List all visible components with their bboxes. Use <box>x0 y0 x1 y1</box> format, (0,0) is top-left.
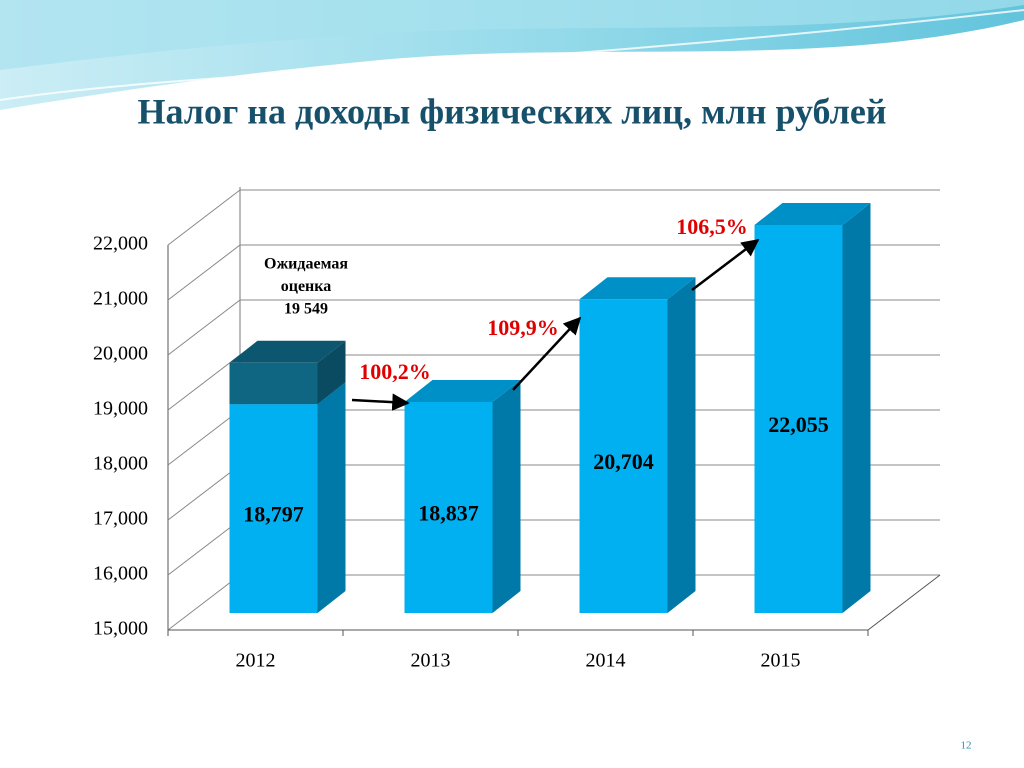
expected-segment-top <box>229 340 346 363</box>
value-label: 18,797 <box>243 502 304 527</box>
x-tick-label: 2015 <box>761 650 801 672</box>
expected-segment-front <box>229 362 318 405</box>
value-label: 22,055 <box>768 412 829 437</box>
bar-side <box>317 382 346 613</box>
bar <box>579 277 696 613</box>
x-tick-label: 2012 <box>236 650 276 672</box>
bar-top <box>754 202 871 225</box>
value-label: 18,837 <box>418 501 479 526</box>
bar-top <box>579 277 696 300</box>
growth-label: 109,9% <box>487 315 559 340</box>
bar <box>754 202 871 613</box>
growth-arrow <box>351 393 410 411</box>
x-tick-label: 2014 <box>586 650 626 672</box>
bar-top <box>404 379 521 402</box>
grid-line <box>167 189 940 246</box>
expected-segment <box>229 340 346 405</box>
bar-side <box>667 277 696 613</box>
bar-front <box>404 401 493 613</box>
expected-segment-side <box>317 340 346 405</box>
back-wall <box>168 190 240 630</box>
page-number: 12 <box>961 740 972 752</box>
y-tick-label: 22,000 <box>93 233 148 255</box>
growth-arrow <box>691 238 760 291</box>
y-tick-label: 18,000 <box>93 453 148 475</box>
bar-front <box>579 299 668 613</box>
growth-label: 100,2% <box>359 359 431 384</box>
value-label: 20,704 <box>593 449 654 474</box>
bar-front <box>229 404 318 613</box>
bar-side <box>492 379 521 613</box>
y-tick-label: 20,000 <box>93 343 148 365</box>
annotation: оценка <box>281 278 332 295</box>
y-tick-label: 15,000 <box>93 618 148 640</box>
slide-title: Налог на доходы физических лиц, млн рубл… <box>137 91 886 131</box>
annotation: 19 549 <box>284 301 328 318</box>
grid-line <box>167 299 940 356</box>
y-tick-label: 19,000 <box>93 398 148 420</box>
bar-front <box>754 224 843 613</box>
annotation: Ожидаемая <box>264 256 348 273</box>
y-tick-label: 16,000 <box>93 563 148 585</box>
growth-label: 106,5% <box>676 214 748 239</box>
header-wave <box>0 0 1024 110</box>
x-tick-label: 2013 <box>411 650 451 672</box>
growth-arrow <box>512 316 582 391</box>
grid-line <box>167 244 940 301</box>
y-tick-label: 21,000 <box>93 288 148 310</box>
bar <box>229 382 346 613</box>
chart: 15,000 16,000 17,000 18,000 19,000 20,000 21,0… <box>93 187 941 672</box>
bar <box>404 379 521 613</box>
bar-side <box>842 202 871 613</box>
y-tick-label: 17,000 <box>93 508 148 530</box>
